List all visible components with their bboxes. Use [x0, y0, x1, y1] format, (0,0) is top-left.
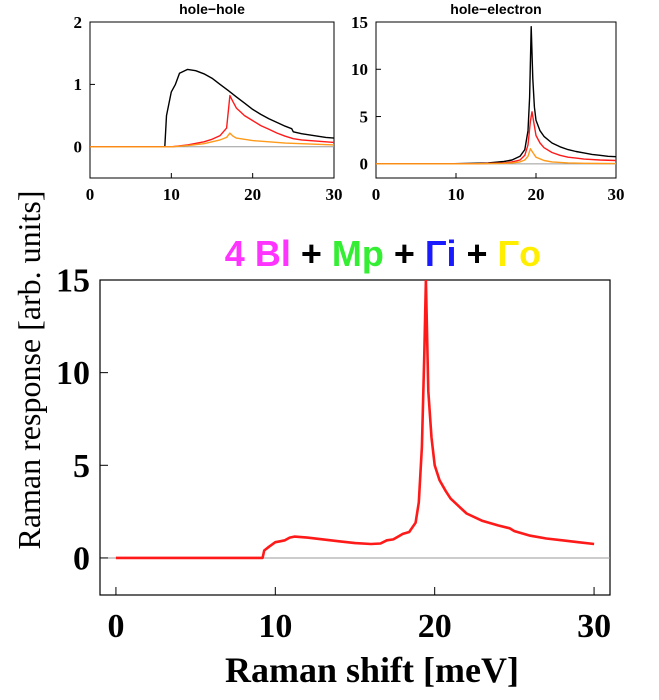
x-tick-label: 30 [577, 608, 611, 645]
x-tick-label: 10 [448, 185, 465, 204]
title-plus: + [291, 233, 332, 274]
x-tick-label: 10 [163, 185, 180, 204]
x-tick-label: 20 [244, 185, 261, 204]
y-tick-label: 2 [74, 13, 83, 32]
shared-y-axis-label: Raman response [arb. units] [11, 190, 47, 549]
x-tick-label: 30 [326, 185, 343, 204]
panel-title: hole−hole [179, 1, 245, 17]
y-tick-label: 5 [360, 107, 369, 126]
series-line-1 [90, 94, 334, 148]
panel-total: Raman shift [meV] 0 10 20 30 0 5 10 15 [56, 263, 611, 690]
x-tick-label: 20 [418, 608, 452, 645]
y-tick-label: 15 [351, 13, 368, 32]
y-tick-label: 10 [351, 60, 368, 79]
series-line-2 [90, 132, 334, 148]
x-tick-label: 30 [608, 185, 625, 204]
y-tick-label: 0 [360, 155, 369, 174]
y-tick-label: 0 [74, 138, 83, 157]
panel-title: hole−electron [450, 1, 541, 17]
x-tick-label: 10 [258, 608, 292, 645]
title-term-bl: 4 Bl [225, 233, 291, 274]
title-plus: + [457, 233, 498, 274]
y-tick-label: 1 [74, 75, 83, 94]
panel-frame [99, 279, 611, 596]
bottom-title: 4 Bl + Mp + Γi + Γo [225, 233, 541, 274]
title-term-mp: Mp [332, 233, 384, 274]
panel-hole-hole: hole−hole 0 10 20 30 0 1 2 [74, 1, 343, 204]
title-plus: + [384, 233, 425, 274]
title-term-gi: Γi [425, 233, 457, 274]
panel-hole-electron: hole−electron 0 10 20 30 0 5 10 15 [351, 1, 625, 204]
y-tick-label: 15 [56, 263, 90, 300]
panel-frame [89, 21, 335, 179]
series-line-0 [90, 68, 334, 148]
y-tick-label: 5 [73, 448, 90, 485]
x-tick-label: 0 [107, 608, 124, 645]
series-line-2 [376, 148, 616, 165]
title-term-go: Γo [498, 233, 542, 274]
x-tick-label: 0 [86, 185, 95, 204]
y-tick-label: 10 [56, 355, 90, 392]
x-tick-label: 0 [372, 185, 381, 204]
x-axis-label: Raman shift [meV] [225, 650, 519, 690]
y-tick-label: 0 [73, 541, 90, 578]
series-line-1 [376, 111, 616, 165]
x-tick-label: 20 [528, 185, 545, 204]
series-line-0 [376, 26, 616, 165]
panel-frame [375, 21, 617, 179]
series-line-0 [115, 280, 595, 560]
